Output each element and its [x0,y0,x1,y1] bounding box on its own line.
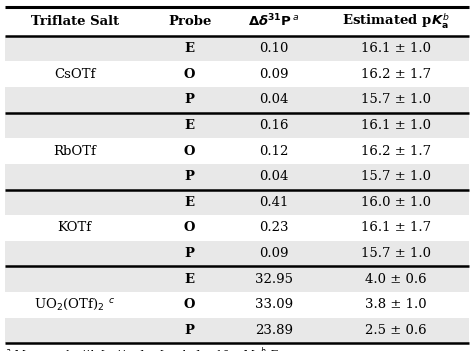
Text: RbOTf: RbOTf [53,145,96,158]
Text: O: O [184,68,195,81]
Text: 15.7 ± 1.0: 15.7 ± 1.0 [361,93,431,106]
Text: 16.0 ± 1.0: 16.0 ± 1.0 [361,196,431,209]
Text: E: E [184,119,195,132]
Text: 23.89: 23.89 [255,324,293,337]
Text: O: O [184,145,195,158]
Text: 0.09: 0.09 [259,247,289,260]
Text: 0.16: 0.16 [259,119,289,132]
Bar [5,113,469,138]
Text: 0.41: 0.41 [259,196,288,209]
Bar [5,164,469,190]
Bar [5,241,469,266]
Text: 16.1 ± 1.0: 16.1 ± 1.0 [361,119,431,132]
Text: KOTf: KOTf [58,221,91,234]
Text: 4.0 ± 0.6: 4.0 ± 0.6 [365,273,427,286]
Text: P: P [184,324,195,337]
Text: 33.09: 33.09 [255,298,293,311]
Text: P: P [184,247,195,260]
Text: 0.23: 0.23 [259,221,289,234]
Text: 15.7 ± 1.0: 15.7 ± 1.0 [361,170,431,183]
Text: P: P [184,93,195,106]
Text: O: O [184,298,195,311]
Text: E: E [184,196,195,209]
Text: 0.12: 0.12 [259,145,288,158]
Text: UO$_2$(OTf)$_2$ $^c$: UO$_2$(OTf)$_2$ $^c$ [34,297,115,312]
Text: 0.09: 0.09 [259,68,289,81]
Text: $\boldsymbol{\Delta\delta}^{\mathbf{31}}\mathbf{P}^{\,a}$: $\boldsymbol{\Delta\delta}^{\mathbf{31}}… [248,13,299,30]
Text: 16.1 ± 1.0: 16.1 ± 1.0 [361,42,431,55]
Text: 0.04: 0.04 [259,93,288,106]
Bar [5,266,469,292]
Text: 16.1 ± 1.7: 16.1 ± 1.7 [361,221,431,234]
Text: CsOTf: CsOTf [54,68,95,81]
Bar [5,87,469,113]
Text: E: E [184,273,195,286]
Text: Triflate Salt: Triflate Salt [31,15,118,28]
Text: $^a$ Measured with [cation] = [probe] = 10 mM. $^b$ Errors on: $^a$ Measured with [cation] = [probe] = … [5,345,323,351]
Text: 3.8 ± 1.0: 3.8 ± 1.0 [365,298,427,311]
Bar [5,36,469,61]
Text: 2.5 ± 0.6: 2.5 ± 0.6 [365,324,427,337]
Text: Estimated p$\boldsymbol{K}_{\mathbf{a}}^{\,b}$: Estimated p$\boldsymbol{K}_{\mathbf{a}}^… [342,12,450,31]
Text: Probe: Probe [168,15,211,28]
Text: 16.2 ± 1.7: 16.2 ± 1.7 [361,145,431,158]
Bar [5,318,469,343]
Text: 16.2 ± 1.7: 16.2 ± 1.7 [361,68,431,81]
Text: 0.04: 0.04 [259,170,288,183]
Text: 15.7 ± 1.0: 15.7 ± 1.0 [361,247,431,260]
Text: P: P [184,170,195,183]
Text: 0.10: 0.10 [259,42,288,55]
Text: E: E [184,42,195,55]
Text: 32.95: 32.95 [255,273,293,286]
Text: O: O [184,221,195,234]
Bar [5,190,469,215]
